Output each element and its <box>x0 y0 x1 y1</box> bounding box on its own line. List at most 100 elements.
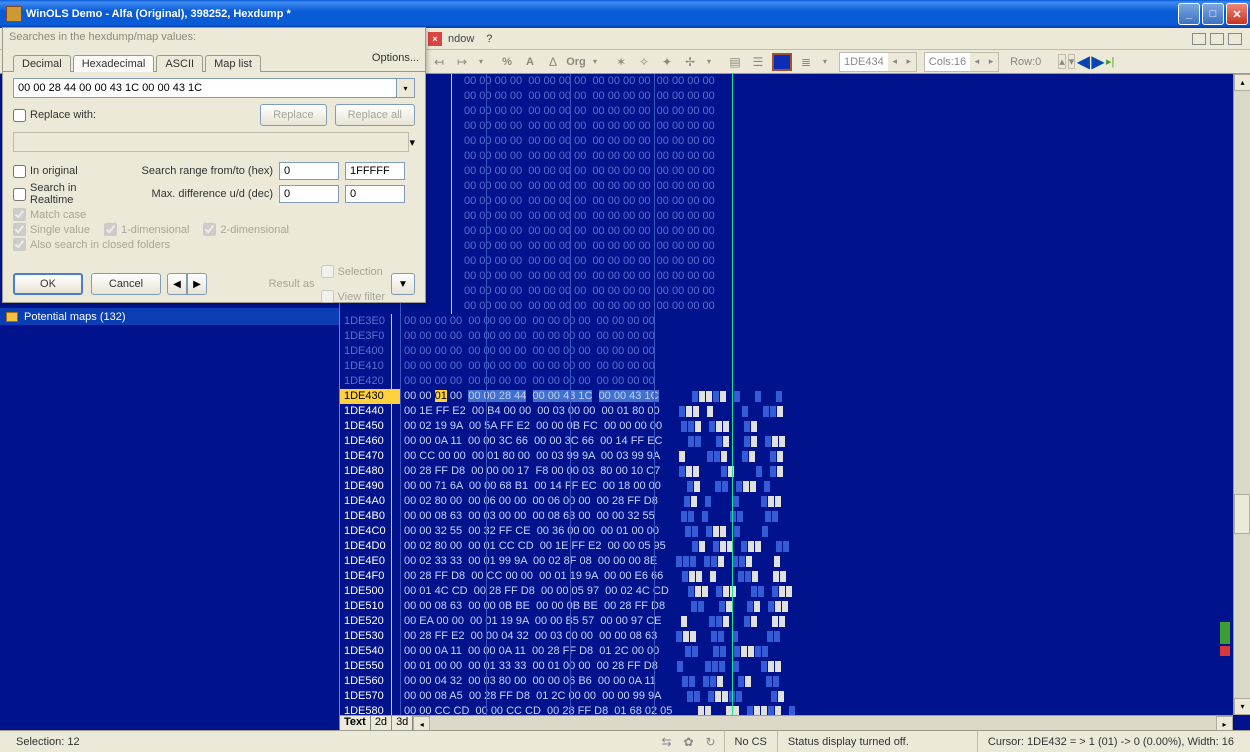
hex-row[interactable]: 00 00 00 00 00 00 00 00 00 00 00 00 00 0… <box>340 299 1250 314</box>
hex-row[interactable]: 00 00 00 00 00 00 00 00 00 00 00 00 00 0… <box>340 134 1250 149</box>
doc-close-icon[interactable]: × <box>428 32 442 46</box>
potential-maps-row[interactable]: Potential maps (132) <box>0 308 339 325</box>
hex-row[interactable]: 1DE50000 01 4C CD 00 28 FF D8 00 00 05 9… <box>340 584 1250 599</box>
hex-row[interactable]: 00 00 00 00 00 00 00 00 00 00 00 00 00 0… <box>340 269 1250 284</box>
tb-org-dropdown[interactable]: ▾ <box>588 52 602 72</box>
nav-prev-icon[interactable]: ◀ <box>1077 52 1089 72</box>
tb-bars-icon[interactable]: ≣ <box>795 52 817 72</box>
status-gear-icon[interactable]: ✿ <box>684 735 698 749</box>
tab-hexadecimal[interactable]: Hexadecimal <box>73 55 155 72</box>
hex-row[interactable]: 1DE4B000 00 08 63 00 03 00 00 00 08 63 0… <box>340 509 1250 524</box>
tb-tool2-icon[interactable]: ✧ <box>633 52 655 72</box>
hex-row[interactable]: 00 00 00 00 00 00 00 00 00 00 00 00 00 0… <box>340 74 1250 89</box>
menu-help[interactable]: ? <box>486 33 492 45</box>
hex-row[interactable]: 1DE4E000 02 33 33 00 01 99 9A 00 02 8F 0… <box>340 554 1250 569</box>
hex-row[interactable]: 1DE52000 EA 00 00 00 01 19 9A 00 00 B5 5… <box>340 614 1250 629</box>
mdi-restore[interactable] <box>1210 33 1224 45</box>
hex-row[interactable]: 00 00 00 00 00 00 00 00 00 00 00 00 00 0… <box>340 209 1250 224</box>
hextab-2d[interactable]: 2d <box>371 716 392 730</box>
hex-row[interactable]: 1DE51000 00 08 63 00 00 0B BE 00 00 0B B… <box>340 599 1250 614</box>
tb-percent-icon[interactable]: % <box>496 52 518 72</box>
tb-tool4-icon[interactable]: ✢ <box>679 52 701 72</box>
result-dropdown[interactable]: ▼ <box>391 273 415 295</box>
hex-row[interactable]: 1DE43000 00 01 00 00 00 28 44 00 00 43 1… <box>340 389 1250 404</box>
zoom-strip[interactable] <box>1217 74 1233 715</box>
hextab-text[interactable]: Text <box>340 716 371 730</box>
address-next[interactable]: ▸ <box>902 53 916 71</box>
btn-replace-all[interactable]: Replace all <box>335 104 415 126</box>
address-value[interactable]: 1DE434 <box>840 56 888 68</box>
tb-view-dropdown[interactable]: ▾ <box>818 52 832 72</box>
row-up[interactable]: ▴ <box>1058 54 1066 69</box>
hex-row[interactable]: 00 00 00 00 00 00 00 00 00 00 00 00 00 0… <box>340 179 1250 194</box>
nav-next-result[interactable]: ▶ <box>187 273 207 295</box>
search-input-dropdown[interactable]: ▾ <box>397 78 415 98</box>
hex-row[interactable]: 1DE40000 00 00 00 00 00 00 00 00 00 00 0… <box>340 344 1250 359</box>
hex-row[interactable]: 1DE56000 00 04 32 00 03 80 00 00 00 06 B… <box>340 674 1250 689</box>
tb-list-icon[interactable]: ☰ <box>747 52 769 72</box>
tb-tool1-icon[interactable]: ✶ <box>610 52 632 72</box>
hex-row[interactable]: 00 00 00 00 00 00 00 00 00 00 00 00 00 0… <box>340 239 1250 254</box>
hex-scrollbar-h[interactable]: Text 2d 3d ◂ ▸ <box>340 715 1233 730</box>
hex-row[interactable]: 1DE45000 02 19 9A 00 5A FF E2 00 00 0B F… <box>340 419 1250 434</box>
tb-tool3-icon[interactable]: ✦ <box>656 52 678 72</box>
search-input[interactable] <box>13 78 397 98</box>
hex-row[interactable]: 00 00 00 00 00 00 00 00 00 00 00 00 00 0… <box>340 104 1250 119</box>
tb-org-icon[interactable]: Org <box>565 52 587 72</box>
tb-viewmode-icon[interactable] <box>772 53 792 71</box>
tb-shift-right-icon[interactable]: ↦ <box>451 52 473 72</box>
hextab-3d[interactable]: 3d <box>392 716 413 730</box>
hex-row[interactable]: 00 00 00 00 00 00 00 00 00 00 00 00 00 0… <box>340 119 1250 134</box>
tab-decimal[interactable]: Decimal <box>13 55 71 72</box>
hex-row[interactable]: 1DE42000 00 00 00 00 00 00 00 00 00 00 0… <box>340 374 1250 389</box>
hex-row[interactable]: 1DE55000 01 00 00 00 01 33 33 00 01 00 0… <box>340 659 1250 674</box>
hex-scrollbar-v[interactable]: ▴ ▾ <box>1233 74 1250 715</box>
hex-row[interactable]: 1DE3E000 00 00 00 00 00 00 00 00 00 00 0… <box>340 314 1250 329</box>
btn-replace[interactable]: Replace <box>260 104 326 126</box>
mdi-close[interactable] <box>1228 33 1242 45</box>
btn-cancel[interactable]: Cancel <box>91 273 161 295</box>
hex-row[interactable]: 1DE48000 28 FF D8 00 00 00 17 F8 00 00 0… <box>340 464 1250 479</box>
hex-row[interactable]: 00 00 00 00 00 00 00 00 00 00 00 00 00 0… <box>340 254 1250 269</box>
hex-row[interactable]: 1DE49000 00 71 6A 00 00 68 B1 00 14 FF E… <box>340 479 1250 494</box>
hex-row[interactable]: 00 00 00 00 00 00 00 00 00 00 00 00 00 0… <box>340 149 1250 164</box>
tb-shift-left-icon[interactable]: ↤ <box>428 52 450 72</box>
hex-row[interactable]: 00 00 00 00 00 00 00 00 00 00 00 00 00 0… <box>340 284 1250 299</box>
cols-value[interactable]: Cols:16 <box>925 56 970 68</box>
maxdiff-a[interactable] <box>279 185 339 203</box>
hex-row[interactable]: 1DE41000 00 00 00 00 00 00 00 00 00 00 0… <box>340 359 1250 374</box>
maxdiff-b[interactable] <box>345 185 405 203</box>
hex-row[interactable]: 1DE54000 00 0A 11 00 00 0A 11 00 28 FF D… <box>340 644 1250 659</box>
nav-prev-result[interactable]: ◀ <box>167 273 187 295</box>
tb-shift-dropdown[interactable]: ▾ <box>474 52 488 72</box>
btn-ok[interactable]: OK <box>13 273 83 295</box>
tab-ascii[interactable]: ASCII <box>156 55 203 72</box>
status-refresh-icon[interactable]: ↻ <box>706 735 720 749</box>
hex-row[interactable]: 1DE4F000 28 FF D8 00 CC 00 00 00 01 19 9… <box>340 569 1250 584</box>
hex-row[interactable]: 00 00 00 00 00 00 00 00 00 00 00 00 00 0… <box>340 194 1250 209</box>
hex-row[interactable]: 1DE46000 00 0A 11 00 00 3C 66 00 00 3C 6… <box>340 434 1250 449</box>
hex-row[interactable]: 1DE53000 28 FF E2 00 00 04 32 00 03 00 0… <box>340 629 1250 644</box>
mdi-minimize[interactable] <box>1192 33 1206 45</box>
row-down[interactable]: ▾ <box>1068 54 1076 69</box>
tb-tool-dropdown[interactable]: ▾ <box>702 52 716 72</box>
address-prev[interactable]: ◂ <box>888 53 902 71</box>
close-button[interactable]: ✕ <box>1226 3 1248 25</box>
cols-prev[interactable]: ◂ <box>970 53 984 71</box>
tb-absolute-icon[interactable]: A <box>519 52 541 72</box>
status-sync-icon[interactable]: ⇆ <box>662 735 676 749</box>
hex-row[interactable]: 1DE4C000 00 32 55 00 32 FF CE 00 36 00 0… <box>340 524 1250 539</box>
chk-in-original[interactable] <box>13 165 26 178</box>
hex-row[interactable]: 1DE47000 CC 00 00 00 01 80 00 00 03 99 9… <box>340 449 1250 464</box>
range-to[interactable] <box>345 162 405 180</box>
cols-next[interactable]: ▸ <box>984 53 998 71</box>
range-from[interactable] <box>279 162 339 180</box>
nav-next-icon[interactable]: ▶ <box>1092 52 1104 72</box>
tb-delta-icon[interactable]: Δ <box>542 52 564 72</box>
hex-row[interactable]: 1DE44000 1E FF E2 00 B4 00 00 00 03 00 0… <box>340 404 1250 419</box>
hex-row[interactable]: 1DE57000 00 08 A5 00 28 FF D8 01 2C 00 0… <box>340 689 1250 704</box>
hex-row[interactable]: 1DE4A000 02 80 00 00 06 00 00 00 06 00 0… <box>340 494 1250 509</box>
tb-grid-icon[interactable]: ▤ <box>724 52 746 72</box>
tab-maplist[interactable]: Map list <box>205 55 261 72</box>
chk-realtime[interactable] <box>13 188 26 201</box>
